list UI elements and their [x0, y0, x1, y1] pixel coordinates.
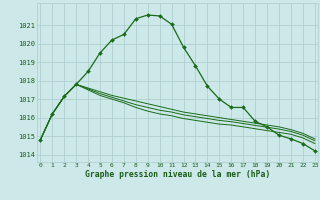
X-axis label: Graphe pression niveau de la mer (hPa): Graphe pression niveau de la mer (hPa) [85, 170, 270, 179]
